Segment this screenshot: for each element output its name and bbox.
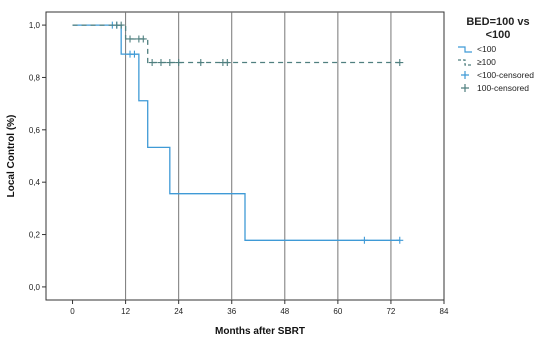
plot-frame (45, 11, 445, 301)
legend-swatch-plus-marker-icon (461, 70, 469, 79)
legend-label: <100 (477, 43, 497, 54)
legend-label: ≥100 (477, 56, 496, 67)
x-tick-label: 84 (440, 307, 449, 316)
x-tick-label: 48 (280, 307, 289, 316)
censor-marker-icon (166, 59, 174, 67)
y-tick-label: 0,4 (29, 178, 41, 187)
x-tick-label: 12 (121, 307, 130, 316)
series-ge100-curve (72, 24, 400, 64)
legend-swatch-step-dashed-icon (458, 58, 472, 66)
y-axis-title: Local Control (%) (6, 115, 17, 198)
censor-marker-icon (175, 59, 183, 67)
axis-ticks: 0 12 24 36 48 60 72 84 0,0 0,2 0,4 0,6 0,8 1,0 (29, 21, 449, 316)
legend-swatch-plus-marker-icon (461, 83, 469, 92)
legend: BED=100 vs <100 <100 ≥100 <100-censored … (456, 16, 540, 94)
legend-item-ge100-censored: 100-censored (456, 81, 540, 94)
censor-marker-icon (148, 59, 156, 67)
series-layer (72, 21, 404, 244)
y-tick-label: 0,8 (29, 73, 41, 82)
censor-marker-icon (396, 59, 404, 67)
censor-marker-icon (157, 59, 165, 67)
censor-marker-icon (130, 50, 138, 58)
legend-label: 100-censored (477, 82, 529, 93)
censor-marker-icon (360, 236, 368, 244)
censor-marker-icon (396, 236, 404, 244)
legend-item-lt100-censored: <100-censored (456, 68, 540, 81)
y-tick-label: 0,0 (29, 283, 41, 292)
censor-marker-icon (126, 35, 134, 43)
legend-swatch-step-solid-icon (458, 45, 472, 53)
censor-marker-icon (117, 21, 125, 29)
y-tick-label: 0,2 (29, 231, 41, 240)
censor-marker-icon (139, 35, 147, 43)
legend-item-lt100: <100 (456, 42, 540, 55)
legend-item-ge100: ≥100 (456, 55, 540, 68)
y-tick-label: 1,0 (29, 21, 41, 30)
censor-marker-icon (197, 59, 205, 67)
x-tick-label: 24 (174, 307, 183, 316)
legend-label: <100-censored (477, 69, 534, 80)
x-tick-label: 0 (70, 307, 75, 316)
x-tick-label: 36 (227, 307, 236, 316)
y-tick-label: 0,6 (29, 126, 41, 135)
x-tick-label: 60 (333, 307, 342, 316)
x-axis-title: Months after SBRT (215, 326, 305, 337)
x-tick-label: 72 (386, 307, 395, 316)
censor-marker-icon (223, 59, 231, 67)
legend-title: BED=100 vs <100 (466, 16, 530, 41)
series-lt100-curve (72, 24, 400, 241)
